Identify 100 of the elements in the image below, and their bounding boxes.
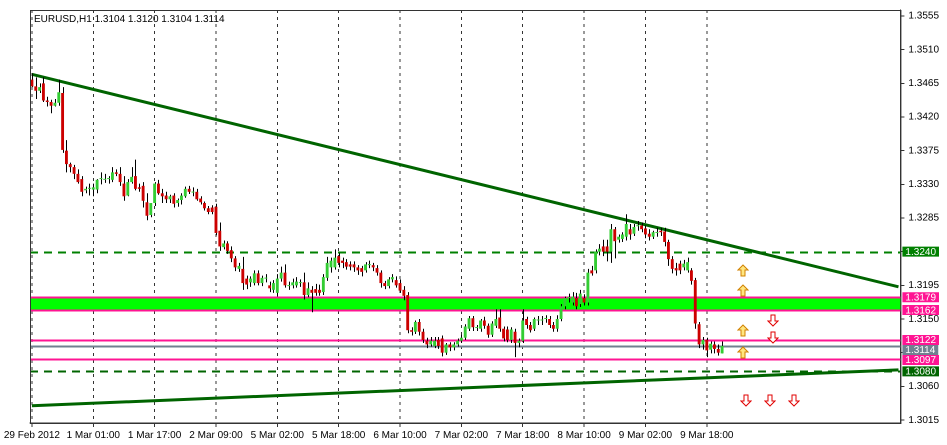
y-tick-label: 1.3015	[908, 414, 940, 426]
candlestick	[682, 259, 686, 271]
x-tick-label: 29 Feb 2012	[4, 430, 60, 441]
x-tick-label: 7 Mar 18:00	[496, 430, 550, 441]
ref-line-label: 1.3240	[905, 246, 936, 258]
ref-line-label: 1.3179	[905, 292, 936, 304]
candlestick	[594, 248, 598, 274]
candlestick	[226, 240, 229, 254]
candlestick	[436, 336, 440, 350]
y-tick-label: 1.3420	[908, 112, 940, 123]
y-tick-label: 1.3510	[908, 44, 940, 56]
candlestick	[644, 224, 647, 239]
candlestick	[433, 336, 436, 349]
candlestick	[38, 82, 42, 94]
candlestick	[628, 223, 632, 240]
candlestick	[429, 336, 432, 348]
candlestick	[444, 342, 448, 356]
candlestick	[284, 264, 286, 288]
y-tick-label: 1.3285	[908, 212, 940, 224]
candlestick	[364, 262, 367, 274]
candlestick	[111, 166, 114, 183]
ref-line-label: 1.3080	[905, 366, 936, 378]
candlestick	[341, 257, 344, 269]
candlestick	[318, 284, 321, 296]
candlestick	[548, 316, 551, 328]
candlestick	[609, 223, 612, 264]
ref-line-label: 1.3114	[905, 345, 936, 356]
candlestick	[344, 258, 348, 270]
y-tick-label: 1.3150	[908, 314, 940, 325]
ref-line-label: 1.3097	[905, 355, 936, 366]
candlestick	[30, 73, 34, 88]
candlestick	[702, 336, 704, 350]
x-tick-label: 6 Mar 10:00	[373, 430, 428, 441]
y-tick-label: 1.3195	[908, 280, 940, 292]
candlestick	[490, 320, 494, 338]
chart-title: EURUSD,H1 1.3104 1.3120 1.3104 1.3114	[34, 14, 225, 25]
y-tick-label: 1.3060	[908, 381, 940, 392]
candlestick	[686, 257, 690, 274]
candlestick	[153, 182, 156, 207]
ref-line-label: 1.3162	[905, 305, 936, 316]
candlestick	[252, 270, 256, 286]
candlestick	[574, 292, 578, 310]
x-tick-label: 2 Mar 09:00	[189, 430, 244, 441]
candlestick	[276, 274, 279, 298]
candlestick	[632, 223, 636, 236]
candlestick	[72, 164, 76, 180]
candlestick	[50, 99, 53, 114]
x-tick-label: 8 Mar 10:00	[557, 430, 612, 441]
candlestick	[514, 328, 516, 358]
candlestick	[260, 275, 264, 287]
candlestick	[333, 248, 336, 270]
x-tick-label: 7 Mar 02:00	[434, 430, 488, 441]
candlestick	[96, 178, 99, 194]
y-tick-label: 1.3330	[908, 179, 940, 190]
candlestick	[88, 183, 91, 196]
candlestick	[264, 274, 268, 283]
candlestick	[157, 179, 160, 196]
x-tick-label: 1 Mar 01:00	[66, 430, 120, 441]
candlestick	[582, 294, 586, 306]
candlestick	[249, 276, 252, 288]
candlestick	[360, 265, 364, 277]
candlestick	[310, 286, 314, 313]
candlestick	[506, 326, 509, 343]
candlestick	[398, 278, 402, 294]
candlestick	[394, 276, 398, 288]
x-tick-label: 9 Mar 02:00	[618, 430, 673, 441]
candlestick	[606, 239, 609, 262]
candlestick	[272, 280, 275, 294]
candlestick	[268, 281, 272, 293]
candlestick	[295, 276, 298, 288]
candlestick	[180, 192, 183, 206]
candlestick	[720, 340, 724, 354]
candlestick	[291, 278, 294, 289]
candlestick	[713, 340, 716, 354]
candlestick	[640, 222, 644, 233]
candlestick	[471, 316, 474, 332]
candlestick	[256, 270, 260, 286]
candlestick	[302, 272, 306, 300]
y-tick-label: 1.3555	[908, 10, 940, 22]
candlestick	[306, 282, 310, 298]
candlestick	[528, 321, 532, 333]
candlestick	[709, 340, 712, 354]
x-tick-label: 1 Mar 17:00	[128, 430, 182, 441]
candlestick	[337, 252, 340, 268]
candlestick	[387, 276, 390, 289]
candlestick	[482, 316, 486, 330]
ref-line-label: 1.3122	[905, 335, 936, 346]
candlestick	[571, 292, 574, 306]
candlestick	[356, 264, 360, 276]
candlestick	[414, 320, 417, 334]
candlestick	[134, 159, 137, 191]
y-tick-label: 1.3375	[908, 145, 940, 156]
x-tick-label: 5 Mar 02:00	[250, 430, 304, 441]
y-tick-label: 1.3465	[908, 78, 940, 90]
candlestick	[678, 260, 682, 275]
x-tick-label: 9 Mar 18:00	[680, 430, 734, 441]
candlestick	[479, 318, 482, 332]
candlestick	[42, 76, 45, 103]
candlestick	[352, 260, 356, 272]
x-tick-label: 5 Mar 18:00	[312, 430, 366, 441]
